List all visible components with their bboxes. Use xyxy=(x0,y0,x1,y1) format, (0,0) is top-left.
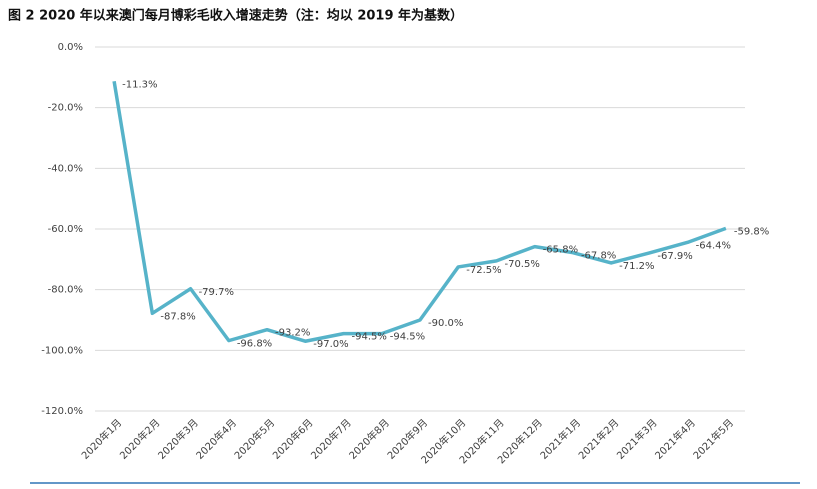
data-label: -94.5% xyxy=(390,332,425,343)
data-label: -87.8% xyxy=(160,311,195,322)
data-label: -67.8% xyxy=(581,251,616,262)
data-label: -96.8% xyxy=(237,339,272,350)
x-tick-label: 2021年1月 xyxy=(537,416,583,462)
y-tick-label: -60.0% xyxy=(48,224,83,235)
data-label: -59.8% xyxy=(734,226,769,237)
x-tick-label: 2020年6月 xyxy=(270,416,316,462)
x-tick-label: 2021年5月 xyxy=(690,416,736,462)
x-tick-label: 2021年3月 xyxy=(614,416,660,462)
x-tick-label: 2020年8月 xyxy=(346,416,392,462)
x-tick-label: 2020年1月 xyxy=(79,416,125,462)
data-label: -65.8% xyxy=(543,245,578,256)
y-tick-label: -120.0% xyxy=(41,406,83,417)
x-tick-label: 2020年2月 xyxy=(117,416,163,462)
x-tick-label: 2020年5月 xyxy=(231,416,277,462)
y-tick-label: -80.0% xyxy=(48,285,83,296)
data-label: -71.2% xyxy=(619,261,654,272)
y-tick-label: 0.0% xyxy=(58,42,83,53)
y-tick-label: -20.0% xyxy=(48,103,83,114)
data-label: -79.7% xyxy=(199,287,234,298)
y-tick-label: -100.0% xyxy=(41,345,83,356)
data-label: -97.0% xyxy=(313,339,348,350)
data-label: -67.9% xyxy=(657,251,692,262)
data-label: -90.0% xyxy=(428,318,463,329)
data-line xyxy=(112,80,727,343)
data-label: -11.3% xyxy=(122,79,157,90)
x-tick-label: 2020年3月 xyxy=(155,416,201,462)
x-tick-label: 2021年2月 xyxy=(576,416,622,462)
x-tick-label: 2021年4月 xyxy=(652,416,698,462)
data-label: -94.5% xyxy=(352,332,387,343)
y-tick-label: -40.0% xyxy=(48,163,83,174)
chart-title: 图 2 2020 年以来澳门每月博彩毛收入增速走势（注：均以 2019 年为基数… xyxy=(8,8,463,24)
data-label: -93.2% xyxy=(275,328,310,339)
x-tick-label: 2020年7月 xyxy=(308,416,354,462)
data-label: -72.5% xyxy=(466,265,501,276)
x-tick-label: 2020年4月 xyxy=(193,416,239,462)
data-label: -70.5% xyxy=(504,259,539,270)
data-label: -64.4% xyxy=(696,240,731,251)
